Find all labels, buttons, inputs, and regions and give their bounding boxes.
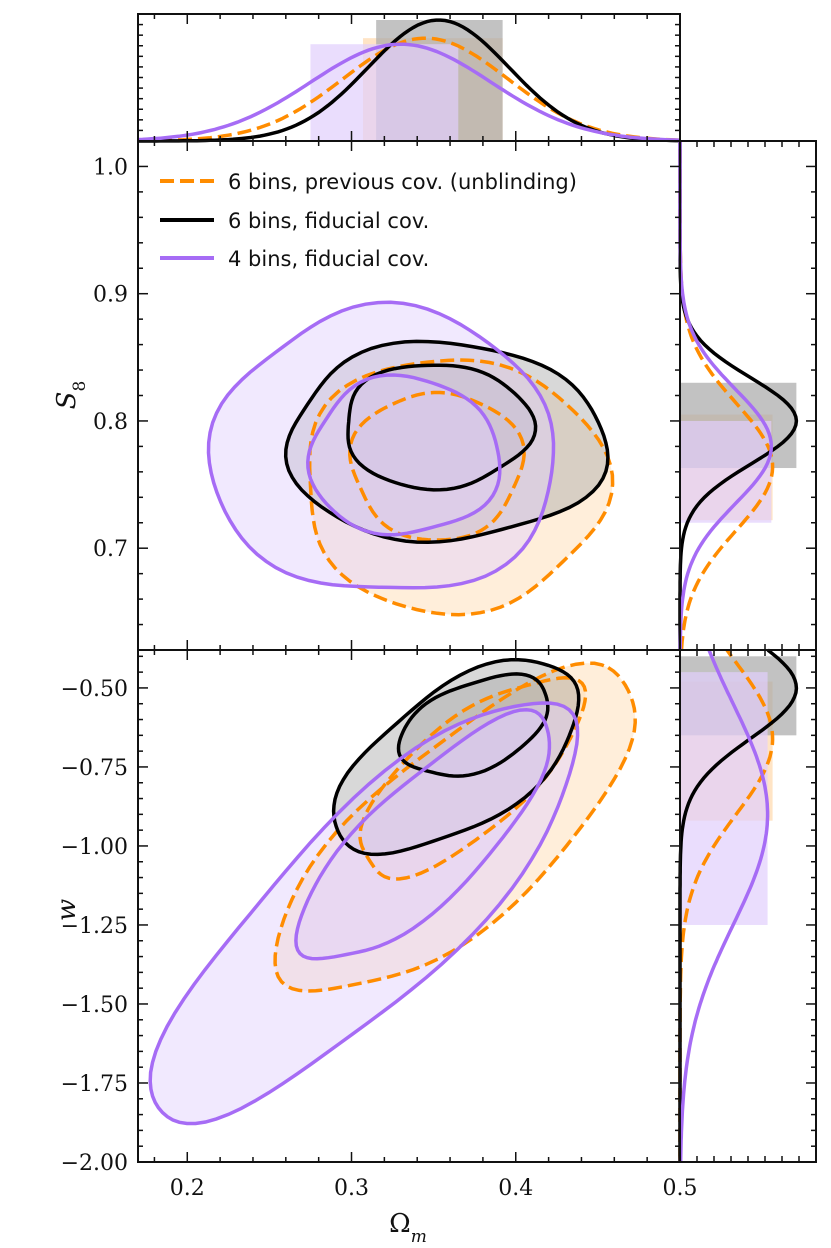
y-tick-label: −0.75 [61, 756, 128, 781]
s8-fill-6-bins-fiducial-cov-1 [348, 365, 536, 490]
w-side-band-4-bins-fiducial-cov [680, 672, 768, 925]
w-contour-6-bins-fiducial-cov-1 [396, 672, 550, 778]
w-fill-4-bins-fiducial-cov-2 [150, 703, 578, 1124]
legend-label-fiducial-4bins: 4 bins, fiducial cov. [228, 247, 429, 271]
x-tick-label: 0.3 [334, 1176, 369, 1201]
s8-contour-4-bins-fiducial-cov-2 [206, 300, 556, 590]
s8-contour-6-bins-fiducial-cov-1 [346, 363, 538, 492]
y-tick-label: −1.00 [61, 835, 128, 860]
w-side-curve-4-bins-fiducial-cov [678, 649, 770, 1163]
legend: 6 bins, previous cov. (unblinding) 6 bin… [160, 170, 577, 271]
s8-fill-6-bins-fiducial-cov-2 [285, 341, 608, 543]
y-tick-label: 0.8 [93, 410, 128, 435]
y-tick-label: −0.50 [61, 677, 128, 702]
w-contour-6-bins-previous-cov-unblinding-1 [358, 676, 588, 881]
x-axis-label: Ωm [389, 1209, 427, 1247]
y-tick-label: −1.75 [61, 1072, 128, 1097]
w-contour-4-bins-fiducial-cov-1 [294, 707, 552, 961]
x-tick-label: 0.5 [663, 1176, 698, 1201]
y-tick-label: 0.9 [93, 283, 128, 308]
y-tick-label: −2.00 [61, 1151, 128, 1176]
s8-fill-4-bins-fiducial-cov-1 [307, 375, 500, 535]
w-contour-6-bins-previous-cov-unblinding-2 [273, 661, 637, 993]
y-tick-label: 0.7 [93, 537, 128, 562]
s8-side-curve-6-bins-previous-cov-unblinding [678, 141, 775, 651]
x-tick-label: 0.2 [170, 1176, 205, 1201]
s8-contour-6-bins-previous-cov-unblinding-1 [348, 390, 526, 542]
legend-label-fiducial-6bins: 6 bins, fiducial cov. [228, 209, 429, 233]
y-axis-label-s8: S8 [52, 381, 90, 410]
top-band-4-bins-fiducial-cov [310, 44, 459, 142]
top-curve-4-bins-fiducial-cov [137, 42, 681, 142]
y-tick-label: −1.25 [61, 914, 128, 939]
w-fill-6-bins-previous-cov-unblinding-2 [275, 663, 636, 991]
w-fill-6-bins-previous-cov-unblinding-1 [360, 677, 586, 879]
s8-fill-6-bins-previous-cov-unblinding-1 [349, 392, 525, 540]
s8-contour-4-bins-fiducial-cov-1 [306, 373, 502, 537]
w-contour-6-bins-fiducial-cov-2 [331, 658, 581, 857]
y-axis-label-w: w [52, 899, 82, 921]
w-contour-4-bins-fiducial-cov-2 [148, 701, 580, 1126]
w-fill-6-bins-fiducial-cov-2 [333, 659, 579, 855]
y-tick-label: −1.50 [61, 993, 128, 1018]
s8-contour-6-bins-fiducial-cov-2 [283, 339, 610, 545]
legend-label-previous-cov: 6 bins, previous cov. (unblinding) [228, 170, 577, 194]
y-tick-label: 1.0 [93, 155, 128, 180]
tick-layer: 0.2 0.3 0.4 0.5 0.7 0.8 0.9 1.0 −0.50 −0.75 −1.00 −… [61, 14, 816, 1201]
x-tick-label: 0.4 [498, 1176, 533, 1201]
